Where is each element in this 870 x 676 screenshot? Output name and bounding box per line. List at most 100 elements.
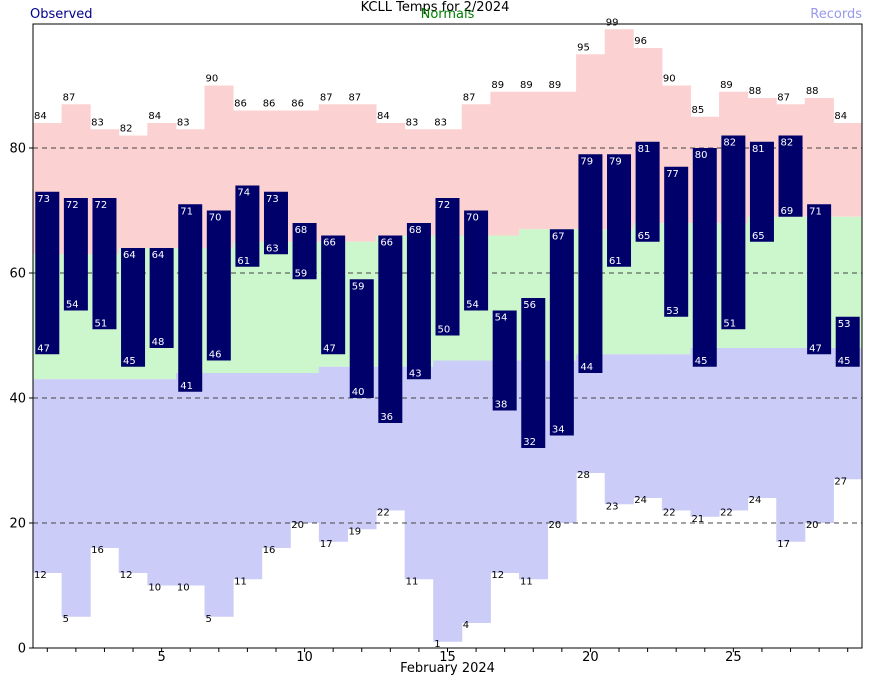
observed-bar bbox=[178, 204, 203, 392]
record-high-area-step bbox=[118, 135, 148, 248]
observed-bar bbox=[349, 279, 374, 398]
record-high-label: 88 bbox=[806, 86, 819, 97]
record-low-label: 1 bbox=[434, 639, 440, 650]
observed-bar bbox=[807, 204, 832, 355]
observed-bar bbox=[835, 316, 860, 367]
observed-bar bbox=[721, 135, 746, 330]
record-high-label: 86 bbox=[234, 99, 247, 110]
legend-records: Records bbox=[810, 7, 862, 22]
record-low-label: 20 bbox=[549, 520, 562, 531]
record-low-label: 10 bbox=[148, 583, 161, 594]
record-low-label: 17 bbox=[320, 539, 333, 550]
observed-low-label: 47 bbox=[37, 343, 50, 354]
record-low-area-step bbox=[804, 348, 834, 523]
record-low-area-step bbox=[147, 379, 177, 586]
record-low-area-step bbox=[661, 354, 691, 511]
observed-bar bbox=[35, 191, 60, 355]
observed-high-label: 81 bbox=[638, 144, 651, 155]
observed-bar bbox=[492, 310, 517, 411]
record-high-label: 83 bbox=[406, 117, 419, 128]
record-high-area-step bbox=[147, 123, 177, 248]
observed-low-label: 54 bbox=[66, 300, 79, 311]
x-axis-label: February 2024 bbox=[400, 661, 495, 676]
record-high-label: 95 bbox=[577, 42, 590, 53]
observed-low-label: 51 bbox=[723, 318, 736, 329]
observed-high-label: 77 bbox=[666, 169, 679, 180]
observed-low-label: 38 bbox=[495, 400, 508, 411]
record-low-area-step bbox=[690, 348, 720, 517]
record-high-label: 99 bbox=[606, 17, 619, 28]
record-low-label: 24 bbox=[749, 495, 762, 506]
normals-area-step bbox=[261, 241, 291, 373]
record-low-label: 23 bbox=[606, 501, 619, 512]
observed-high-label: 64 bbox=[123, 250, 136, 261]
observed-bar bbox=[664, 166, 689, 317]
observed-bar bbox=[92, 198, 117, 330]
record-high-label: 87 bbox=[348, 92, 361, 103]
observed-high-label: 71 bbox=[809, 206, 822, 217]
record-high-label: 83 bbox=[434, 117, 447, 128]
y-tick-label: 80 bbox=[9, 142, 26, 157]
record-low-label: 4 bbox=[463, 620, 469, 631]
observed-low-label: 61 bbox=[237, 256, 250, 267]
observed-bar bbox=[321, 235, 346, 355]
record-high-label: 84 bbox=[377, 111, 390, 122]
record-high-label: 84 bbox=[34, 111, 47, 122]
observed-bar bbox=[635, 141, 660, 242]
observed-low-label: 41 bbox=[180, 381, 193, 392]
record-high-label: 89 bbox=[720, 80, 733, 91]
record-high-label: 86 bbox=[263, 99, 276, 110]
record-high-label: 87 bbox=[777, 92, 790, 103]
record-low-area-step bbox=[290, 373, 320, 523]
observed-low-label: 48 bbox=[152, 337, 165, 348]
observed-bar bbox=[607, 154, 632, 267]
observed-high-label: 74 bbox=[237, 188, 250, 199]
observed-low-label: 47 bbox=[809, 343, 822, 354]
observed-high-label: 70 bbox=[209, 213, 222, 224]
record-high-label: 82 bbox=[120, 124, 133, 135]
record-high-area-step bbox=[318, 104, 348, 242]
record-high-label: 86 bbox=[291, 99, 304, 110]
observed-high-label: 72 bbox=[66, 200, 79, 211]
observed-bar bbox=[578, 154, 603, 373]
observed-high-label: 54 bbox=[495, 313, 508, 324]
record-low-label: 12 bbox=[120, 570, 133, 581]
observed-bar bbox=[778, 135, 803, 217]
record-high-area-step bbox=[347, 104, 377, 242]
observed-bar bbox=[692, 148, 717, 367]
record-high-area-step bbox=[290, 110, 320, 242]
observed-high-label: 59 bbox=[352, 281, 365, 292]
record-low-label: 11 bbox=[234, 576, 247, 587]
observed-bar bbox=[206, 210, 231, 361]
observed-bar bbox=[263, 191, 288, 255]
observed-high-label: 70 bbox=[466, 213, 479, 224]
record-low-label: 20 bbox=[806, 520, 819, 531]
record-low-area-step bbox=[747, 348, 777, 498]
record-high-label: 89 bbox=[549, 80, 562, 91]
observed-high-label: 79 bbox=[609, 156, 622, 167]
record-low-label: 16 bbox=[91, 545, 104, 556]
record-high-area-step bbox=[833, 123, 863, 217]
record-low-area-step bbox=[204, 373, 234, 617]
observed-high-label: 79 bbox=[580, 156, 593, 167]
record-high-label: 85 bbox=[691, 105, 704, 116]
observed-low-label: 54 bbox=[466, 300, 479, 311]
observed-bar bbox=[549, 229, 574, 436]
record-low-area-step bbox=[576, 354, 606, 473]
record-low-label: 27 bbox=[834, 476, 847, 487]
record-low-label: 22 bbox=[377, 508, 390, 519]
observed-low-label: 61 bbox=[609, 256, 622, 267]
observed-high-label: 56 bbox=[523, 300, 536, 311]
record-low-label: 24 bbox=[634, 495, 647, 506]
observed-bar bbox=[406, 223, 431, 380]
record-low-label: 28 bbox=[577, 470, 590, 481]
observed-bar bbox=[521, 298, 546, 448]
y-tick-label: 0 bbox=[18, 642, 26, 657]
observed-bar bbox=[749, 141, 774, 242]
observed-high-label: 81 bbox=[752, 144, 765, 155]
observed-low-label: 36 bbox=[380, 412, 393, 423]
record-low-label: 19 bbox=[348, 526, 361, 537]
chart-title: KCLL Temps for 2/2024 bbox=[360, 0, 510, 15]
observed-low-label: 45 bbox=[695, 356, 708, 367]
observed-low-label: 51 bbox=[94, 318, 107, 329]
